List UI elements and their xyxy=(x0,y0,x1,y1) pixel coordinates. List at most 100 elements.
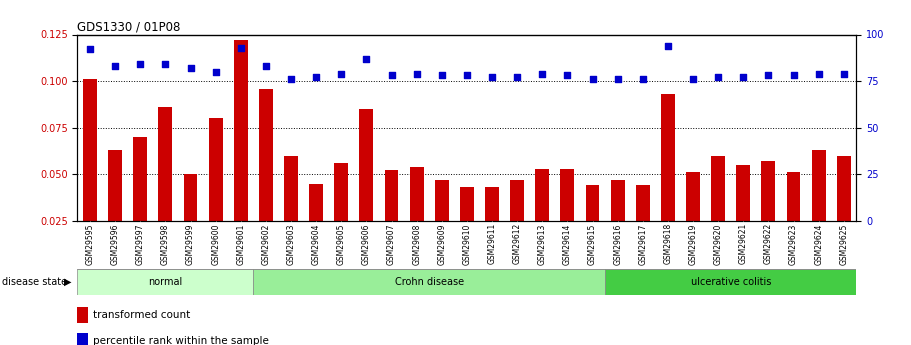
Bar xyxy=(77,333,87,345)
Bar xyxy=(837,156,851,221)
Point xyxy=(485,75,499,80)
Text: GSM29613: GSM29613 xyxy=(537,223,547,265)
Point xyxy=(585,77,599,82)
Bar xyxy=(510,180,524,221)
Point xyxy=(510,75,525,80)
Text: GSM29604: GSM29604 xyxy=(312,223,321,265)
Bar xyxy=(159,107,172,221)
Point xyxy=(636,77,650,82)
Bar xyxy=(384,170,398,221)
Bar xyxy=(736,165,750,221)
Bar xyxy=(610,180,625,221)
Point xyxy=(435,73,449,78)
Point xyxy=(686,77,701,82)
Point xyxy=(812,71,826,76)
Text: GSM29602: GSM29602 xyxy=(261,223,271,265)
Bar xyxy=(605,269,856,295)
Text: GSM29610: GSM29610 xyxy=(463,223,471,265)
Text: GSM29622: GSM29622 xyxy=(764,223,773,265)
Point xyxy=(183,65,198,71)
Text: ▶: ▶ xyxy=(64,277,71,287)
Bar xyxy=(536,169,549,221)
Text: GSM29597: GSM29597 xyxy=(136,223,145,265)
Point xyxy=(107,63,122,69)
Point xyxy=(309,75,323,80)
Point xyxy=(736,75,751,80)
Bar xyxy=(253,269,605,295)
Text: GSM29596: GSM29596 xyxy=(110,223,119,265)
Bar xyxy=(284,156,298,221)
Text: GSM29608: GSM29608 xyxy=(412,223,421,265)
Point xyxy=(83,47,97,52)
Point xyxy=(836,71,851,76)
Text: GDS1330 / 01P08: GDS1330 / 01P08 xyxy=(77,20,180,33)
Point xyxy=(459,73,474,78)
Text: GSM29609: GSM29609 xyxy=(437,223,446,265)
Bar xyxy=(334,163,348,221)
Point xyxy=(384,73,399,78)
Point xyxy=(334,71,349,76)
Text: GSM29624: GSM29624 xyxy=(814,223,824,265)
Text: GSM29616: GSM29616 xyxy=(613,223,622,265)
Bar xyxy=(586,185,599,221)
Point xyxy=(761,73,775,78)
Bar xyxy=(209,118,222,221)
Point xyxy=(660,43,675,48)
Bar xyxy=(77,307,87,323)
Text: GSM29618: GSM29618 xyxy=(663,223,672,265)
Text: GSM29621: GSM29621 xyxy=(739,223,748,265)
Text: GSM29605: GSM29605 xyxy=(337,223,346,265)
Bar xyxy=(560,169,574,221)
Bar xyxy=(460,187,474,221)
Bar xyxy=(259,89,272,221)
Point xyxy=(259,63,273,69)
Text: GSM29612: GSM29612 xyxy=(513,223,522,265)
Point xyxy=(359,56,374,61)
Point xyxy=(786,73,801,78)
Point xyxy=(560,73,575,78)
Text: transformed count: transformed count xyxy=(93,310,190,320)
Bar xyxy=(786,172,801,221)
Bar xyxy=(184,174,198,221)
Bar xyxy=(410,167,424,221)
Bar xyxy=(108,150,122,221)
Text: GSM29600: GSM29600 xyxy=(211,223,220,265)
Bar xyxy=(360,109,374,221)
Text: GSM29595: GSM29595 xyxy=(86,223,95,265)
Bar xyxy=(686,172,700,221)
Text: GSM29598: GSM29598 xyxy=(161,223,169,265)
Text: percentile rank within the sample: percentile rank within the sample xyxy=(93,336,269,345)
Point xyxy=(711,75,725,80)
Bar xyxy=(133,137,148,221)
Point xyxy=(409,71,424,76)
Bar xyxy=(83,79,97,221)
Bar xyxy=(485,187,499,221)
Bar xyxy=(812,150,825,221)
Text: GSM29603: GSM29603 xyxy=(286,223,295,265)
Point xyxy=(535,71,549,76)
Text: GSM29617: GSM29617 xyxy=(639,223,648,265)
Point xyxy=(610,77,625,82)
Bar xyxy=(309,184,323,221)
Text: GSM29611: GSM29611 xyxy=(487,223,496,265)
Text: GSM29606: GSM29606 xyxy=(362,223,371,265)
Text: GSM29601: GSM29601 xyxy=(236,223,245,265)
Point xyxy=(133,61,148,67)
Text: GSM29607: GSM29607 xyxy=(387,223,396,265)
Text: GSM29623: GSM29623 xyxy=(789,223,798,265)
Text: disease state: disease state xyxy=(2,277,67,287)
Bar xyxy=(77,269,253,295)
Text: normal: normal xyxy=(148,277,182,287)
Text: GSM29620: GSM29620 xyxy=(713,223,722,265)
Bar xyxy=(636,185,650,221)
Text: GSM29625: GSM29625 xyxy=(839,223,848,265)
Text: GSM29614: GSM29614 xyxy=(563,223,572,265)
Point xyxy=(283,77,298,82)
Bar xyxy=(234,40,248,221)
Text: ulcerative colitis: ulcerative colitis xyxy=(691,277,771,287)
Text: GSM29619: GSM29619 xyxy=(689,223,698,265)
Text: GSM29599: GSM29599 xyxy=(186,223,195,265)
Bar xyxy=(762,161,775,221)
Point xyxy=(233,45,248,50)
Bar xyxy=(661,94,675,221)
